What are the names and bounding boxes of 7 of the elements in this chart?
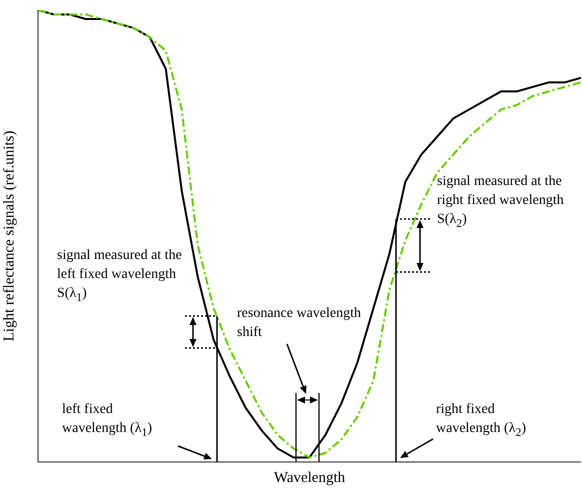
x-axis-title: Wavelength: [274, 470, 346, 486]
annotation: signal measured at the left fixed wavelength S(λ$_{1}$): [57, 247, 183, 306]
y-axis-title: Light reflectance signals (ref.units): [1, 130, 18, 342]
annotation: right fixed wavelength (λ$_{2}$): [436, 401, 527, 441]
annotation: resonance wavelength shift: [237, 305, 362, 342]
annotation: signal measured at the right fixed wavelength S(λ$_{2}$): [437, 173, 565, 232]
annotation: left fixed wavelength (λ$_{1}$): [62, 401, 153, 441]
